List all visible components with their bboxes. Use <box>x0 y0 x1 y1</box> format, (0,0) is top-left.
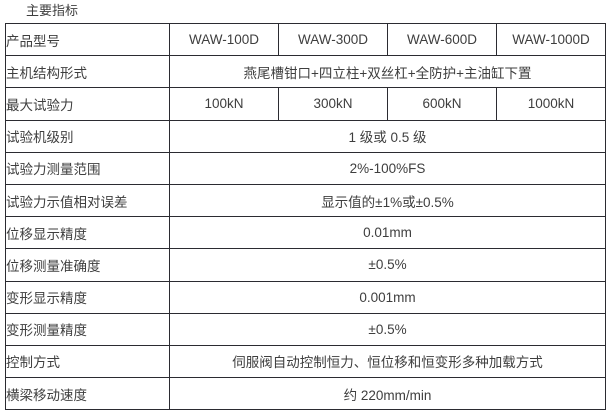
spec-label: 试验力示值相对误差 <box>5 183 170 218</box>
spec-label: 变形测量精度 <box>5 312 170 346</box>
spec-value: ±0.5% <box>169 248 606 282</box>
table-row-deformation-accuracy: 变形测量精度 ±0.5% <box>5 312 606 346</box>
spec-value: 燕尾槽钳口+四立柱+双丝杠+全防护+主油缸下置 <box>169 55 606 89</box>
table-row-crosshead-speed: 横梁移动速度 约 220mm/min <box>5 377 606 411</box>
spec-value: 伺服阀自动控制恒力、恒位移和恒变形多种加载方式 <box>169 344 606 379</box>
table-row-control-mode: 控制方式 伺服阀自动控制恒力、恒位移和恒变形多种加载方式 <box>5 344 606 379</box>
spec-label: 试验机级别 <box>5 119 170 153</box>
table-row-deformation-resolution: 变形显示精度 0.001mm <box>5 280 606 314</box>
spec-label: 产品型号 <box>5 22 170 57</box>
spec-label: 位移测量准确度 <box>5 248 170 282</box>
spec-label: 试验力测量范围 <box>5 151 170 185</box>
table-row-machine-class: 试验机级别 1 级或 0.5 级 <box>5 119 606 153</box>
spec-label: 横梁移动速度 <box>5 377 170 411</box>
spec-label: 位移显示精度 <box>5 216 170 250</box>
spec-value: WAW-1000D <box>496 22 606 57</box>
spec-value: 0.01mm <box>169 216 606 250</box>
table-row-displacement-resolution: 位移显示精度 0.01mm <box>5 216 606 250</box>
spec-value: 2%-100%FS <box>169 151 606 185</box>
spec-value: 300kN <box>278 87 388 121</box>
table-row-force-error: 试验力示值相对误差 显示值的±1%或±0.5% <box>5 183 606 218</box>
spec-value: 显示值的±1%或±0.5% <box>169 183 606 218</box>
spec-label: 最大试验力 <box>5 87 170 121</box>
table-row-structure: 主机结构形式 燕尾槽钳口+四立柱+双丝杠+全防护+主油缸下置 <box>5 55 606 89</box>
page-title: 主要指标 <box>26 3 79 18</box>
spec-table: 产品型号 WAW-100D WAW-300D WAW-600D WAW-1000… <box>5 22 606 411</box>
spec-value: 0.001mm <box>169 280 606 314</box>
table-row-force-range: 试验力测量范围 2%-100%FS <box>5 151 606 185</box>
spec-value: WAW-600D <box>387 22 497 57</box>
spec-label: 控制方式 <box>5 344 170 379</box>
spec-label: 主机结构形式 <box>5 55 170 89</box>
table-row-max-force: 最大试验力 100kN 300kN 600kN 1000kN <box>5 87 606 121</box>
spec-value: 1000kN <box>496 87 606 121</box>
spec-value: 100kN <box>169 87 279 121</box>
spec-label: 变形显示精度 <box>5 280 170 314</box>
spec-value: WAW-100D <box>169 22 279 57</box>
spec-value: 约 220mm/min <box>169 377 606 411</box>
spec-value: ±0.5% <box>169 312 606 346</box>
spec-value: 1 级或 0.5 级 <box>169 119 606 153</box>
table-row-product-model: 产品型号 WAW-100D WAW-300D WAW-600D WAW-1000… <box>5 22 606 57</box>
spec-value: 600kN <box>387 87 497 121</box>
table-row-displacement-accuracy: 位移测量准确度 ±0.5% <box>5 248 606 282</box>
spec-value: WAW-300D <box>278 22 388 57</box>
